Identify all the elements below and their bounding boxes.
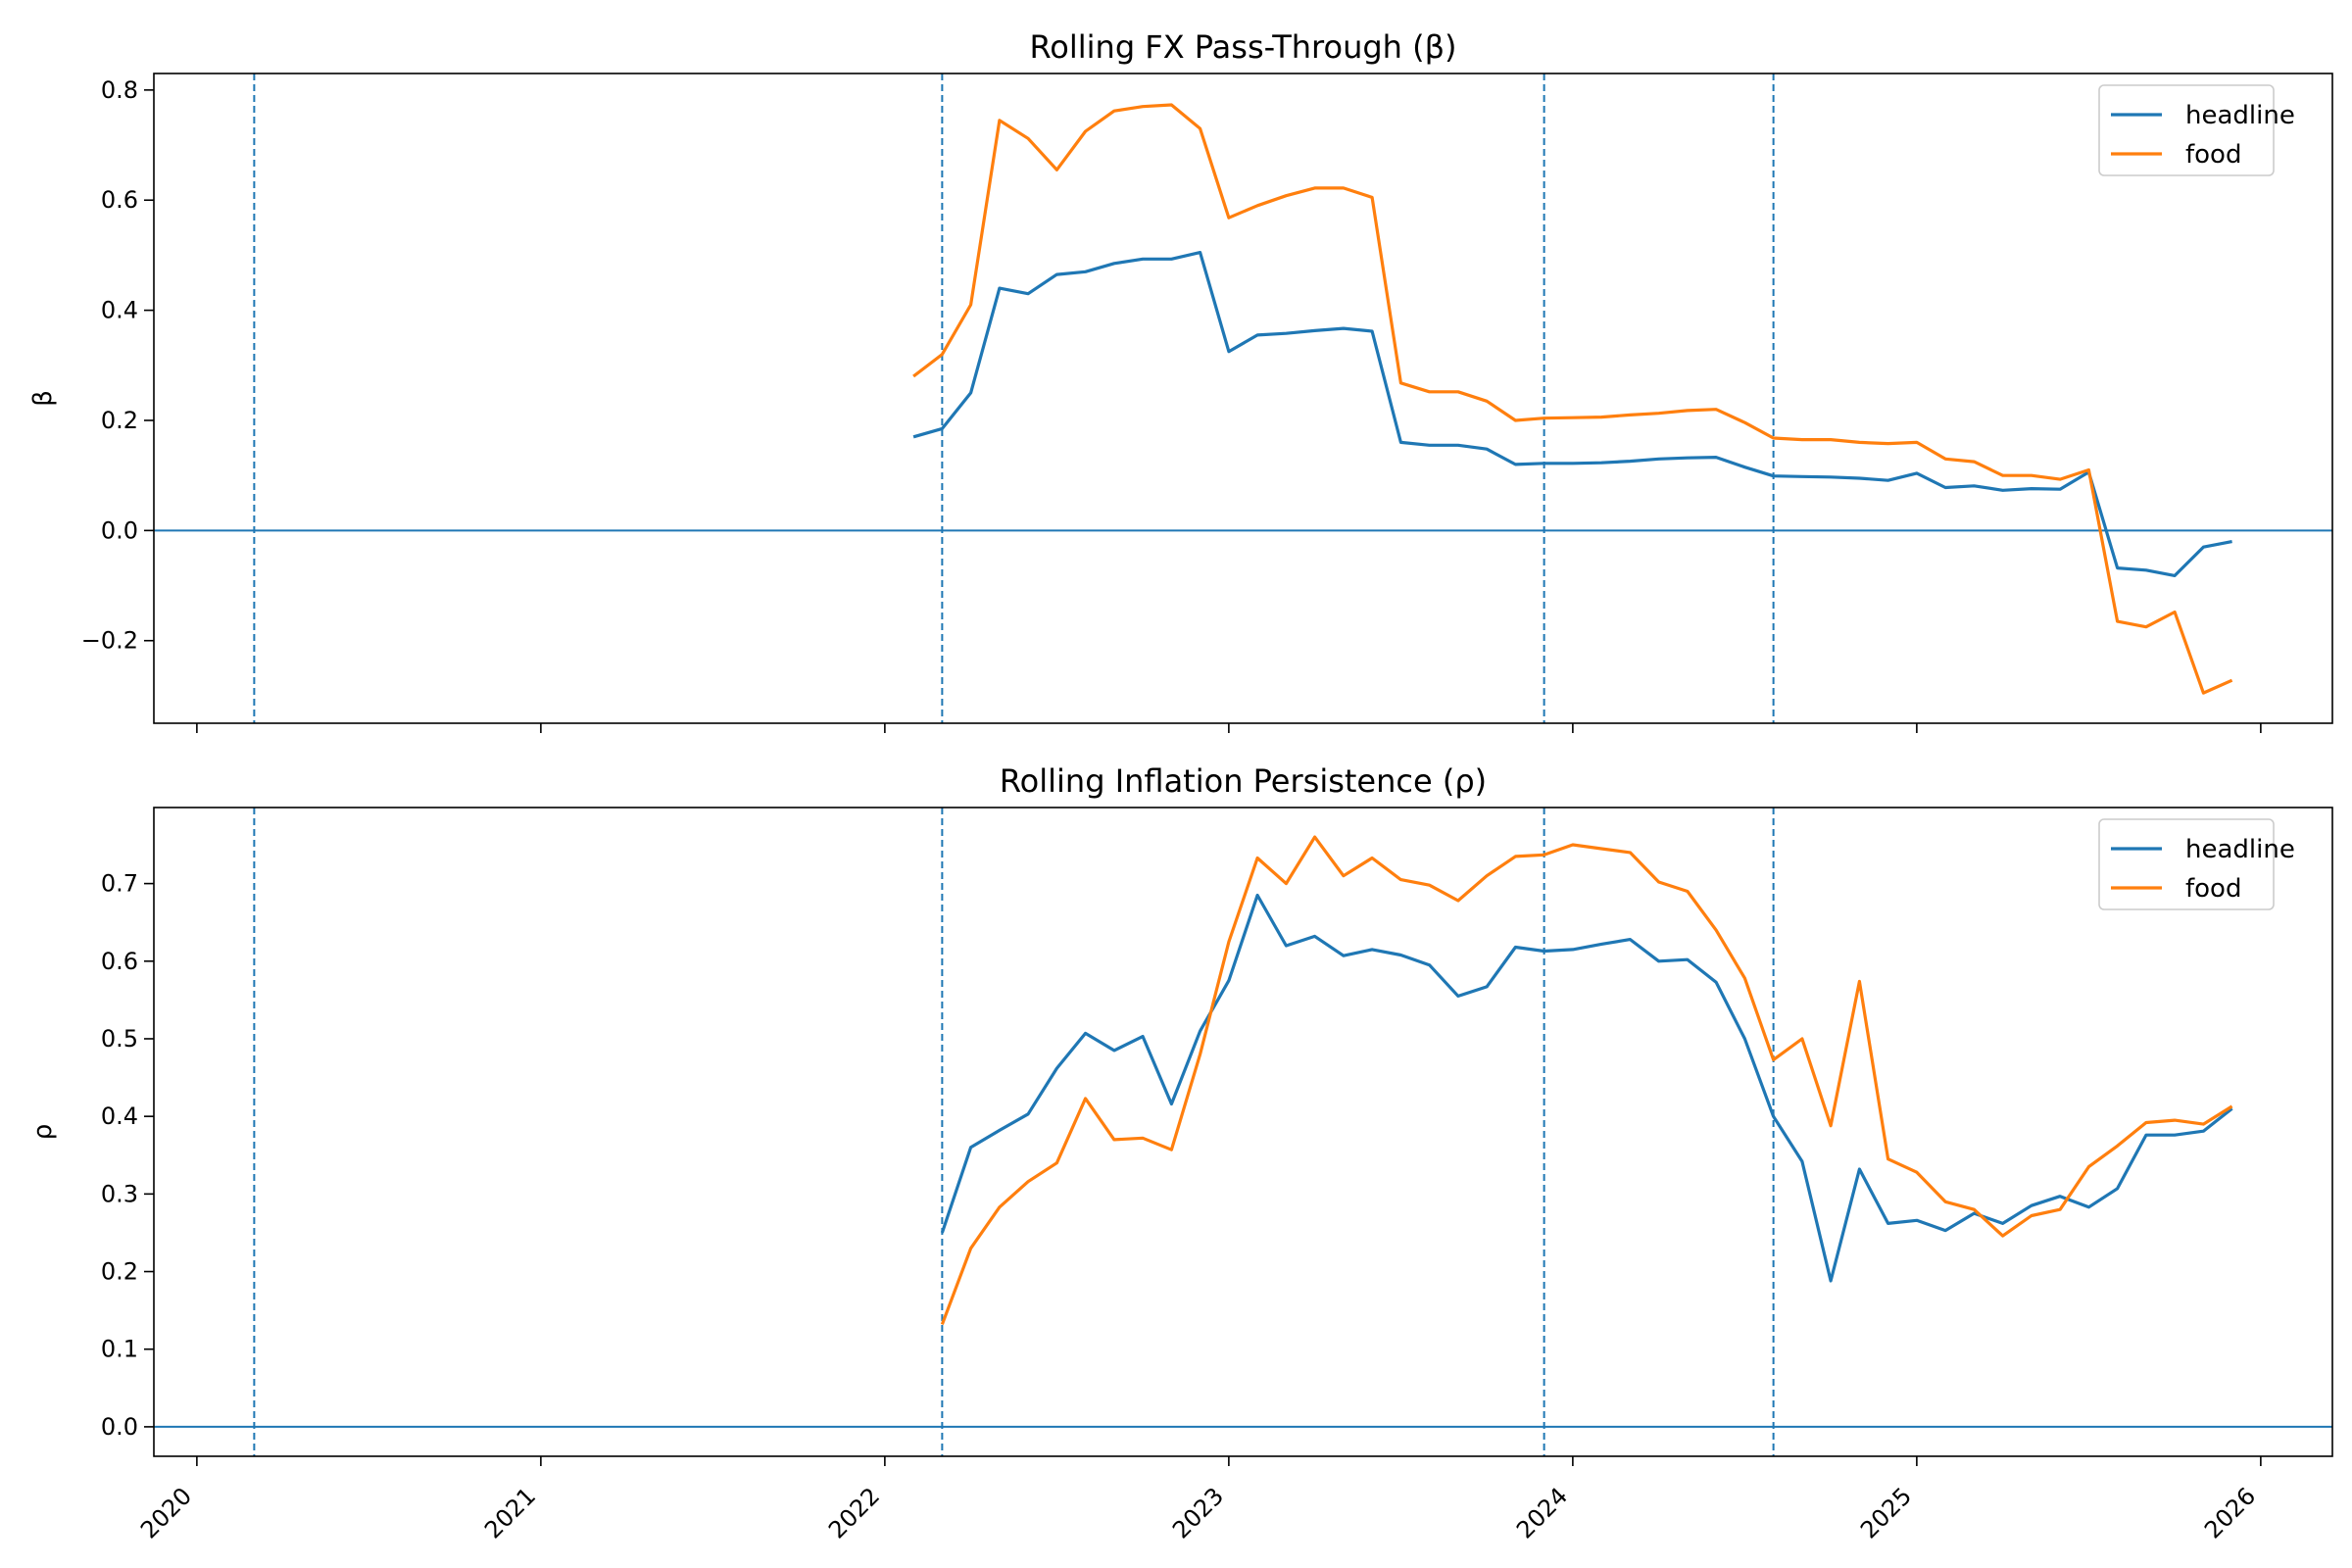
chart-panel-inflation-persistence: Rolling Inflation Persistence (ρ) ρ 0.00… <box>28 762 2333 1544</box>
y-tick-label: 0.1 <box>101 1336 138 1363</box>
series-line-food <box>912 103 2233 695</box>
y-axis-ticks: 0.0 0.1 0.2 0.3 0.4 0.5 0.6 0.7 <box>101 870 154 1441</box>
legend-label-headline: headline <box>2185 835 2295 864</box>
plot-area <box>154 74 2332 723</box>
series-line-food <box>940 835 2233 1325</box>
series-line-headline <box>912 251 2232 578</box>
y-tick-label: 0.4 <box>101 297 138 324</box>
series-line-headline <box>940 893 2233 1283</box>
y-axis-ticks: −0.2 0.0 0.2 0.4 0.6 0.8 <box>81 76 154 655</box>
chart-title: Rolling FX Pass-Through (β) <box>1029 28 1456 66</box>
plot-area <box>154 808 2332 1456</box>
y-tick-label: 0.8 <box>101 76 138 104</box>
legend-label-food: food <box>2185 874 2241 904</box>
axes-frame <box>153 807 2333 1457</box>
y-tick-label: 0.4 <box>101 1102 138 1130</box>
y-tick-label: 0.6 <box>101 948 138 975</box>
y-axis-label: β <box>28 390 58 407</box>
y-tick-label: 0.2 <box>101 407 138 434</box>
legend-label-headline: headline <box>2185 101 2295 130</box>
legend-label-food: food <box>2185 140 2241 170</box>
y-tick-label: 0.5 <box>101 1025 138 1053</box>
chart-title: Rolling Inflation Persistence (ρ) <box>1000 762 1487 800</box>
axes-frame <box>153 73 2333 724</box>
chart-panel-fx-pass-through: Rolling FX Pass-Through (β) β −0.2 0.0 0.2… <box>28 28 2333 733</box>
y-tick-label: 0.7 <box>101 870 138 898</box>
y-tick-label: 0.6 <box>101 186 138 214</box>
y-tick-label: −0.2 <box>81 627 138 655</box>
y-tick-label: 0.0 <box>101 1413 138 1441</box>
x-axis-ticks <box>196 723 2262 733</box>
y-tick-label: 0.0 <box>101 516 138 544</box>
legend: headline food <box>2098 818 2295 910</box>
y-axis-label: ρ <box>28 1124 58 1141</box>
legend: headline food <box>2098 84 2295 176</box>
y-tick-label: 0.2 <box>101 1258 138 1286</box>
y-tick-label: 0.3 <box>101 1180 138 1207</box>
